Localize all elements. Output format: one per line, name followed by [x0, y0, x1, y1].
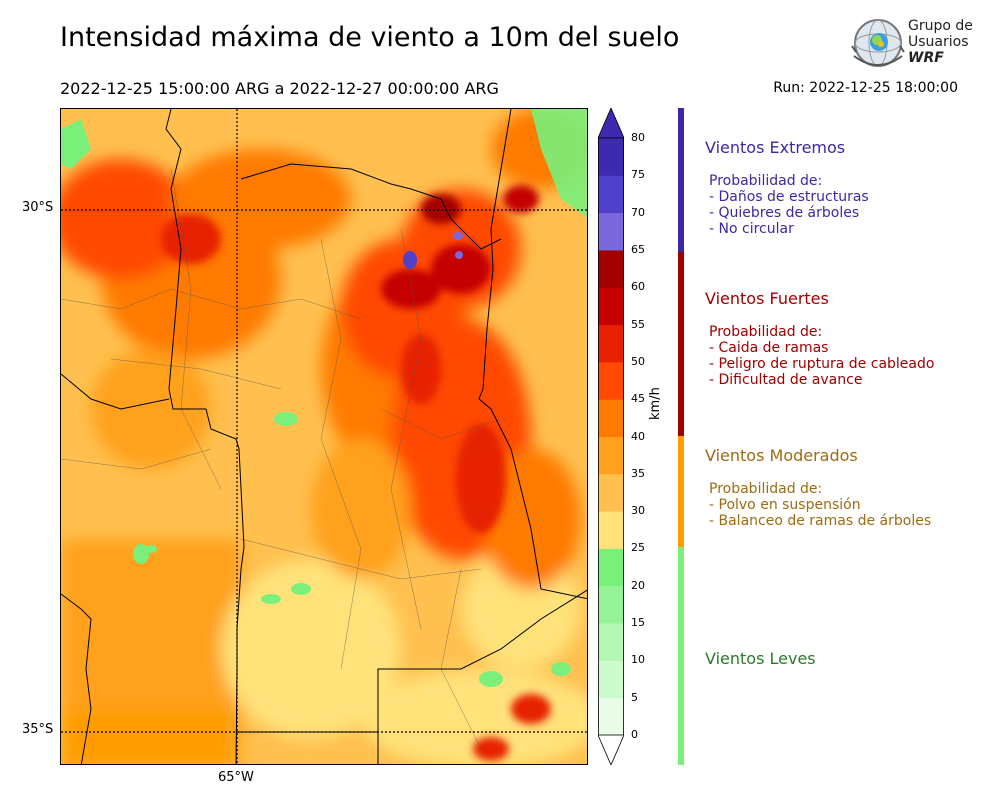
colorbar-segment — [598, 697, 624, 736]
wind-patches — [61, 109, 587, 764]
colorbar — [598, 108, 624, 765]
colorbar-tick-label: 30 — [631, 504, 645, 518]
category-desc-line: Probabilidad de: — [709, 173, 823, 189]
light-wind-patches — [61, 109, 587, 687]
run-time: Run: 2022-12-25 18:00:00 — [773, 80, 958, 96]
colorbar-tick-label: 65 — [631, 242, 645, 256]
colorbar-tick-label: 15 — [631, 616, 645, 630]
colorbar-tick-label: 75 — [631, 168, 645, 182]
category-desc-line: - Daños de estructuras — [709, 189, 869, 205]
colorbar-segment — [598, 623, 624, 661]
logo-line-2: Usuarios — [908, 34, 969, 50]
colorbar-tick-label: 55 — [631, 317, 645, 331]
category-extremos: Vientos Extremos Probabilidad de: - Daño… — [705, 138, 995, 237]
colorbar-tick-label: 80 — [631, 131, 645, 144]
category-bar-leves — [678, 547, 684, 765]
colorbar-segment — [598, 548, 624, 587]
colorbar-segment — [598, 473, 624, 512]
colorbar-extend-low — [598, 734, 624, 765]
forecast-period: 2022-12-25 15:00:00 ARG a 2022-12-27 00:… — [60, 79, 499, 98]
logo-line-1: Grupo de — [908, 18, 973, 34]
colorbar-tick-label: 35 — [631, 466, 645, 480]
colorbar-segment — [598, 249, 624, 288]
wind-extreme-spots — [403, 232, 463, 269]
category-desc-line: - Caida de ramas — [709, 340, 829, 356]
logo-line-3: WRF — [908, 50, 944, 66]
category-desc-line: Probabilidad de: — [709, 481, 823, 497]
colorbar-segment — [598, 511, 624, 549]
wind-strong-cores — [161, 185, 551, 761]
category-desc-line: - No circular — [709, 221, 794, 237]
colorbar-tick-label: 5 — [631, 690, 638, 704]
department-borders — [61, 168, 502, 750]
colorbar-tick-label: 60 — [631, 280, 645, 294]
category-desc-line: - Dificultad de avance — [709, 372, 863, 388]
colorbar-tick-label: 45 — [631, 392, 645, 406]
category-fuertes: Vientos Fuertes Probabilidad de: - Caida… — [705, 289, 995, 388]
colorbar-segment — [598, 585, 624, 624]
colorbar-frame — [598, 137, 624, 736]
colorbar-segment — [598, 138, 624, 176]
category-leves: Vientos Leves — [705, 649, 995, 668]
colorbar-extend-high — [598, 108, 624, 139]
category-desc-line: - Polvo en suspensión — [709, 497, 861, 513]
lat-label-30s: 30°S — [22, 200, 54, 215]
graticule — [61, 109, 587, 764]
colorbar-tick-label: 70 — [631, 205, 645, 219]
wind-field-svg — [61, 109, 587, 764]
colorbar-tick-label: 50 — [631, 354, 645, 368]
wrf-logo: Grupo de Usuarios WRF — [848, 16, 973, 72]
colorbar-segment — [598, 287, 624, 326]
colorbar-segment — [598, 175, 624, 214]
colorbar-tick-label: 0 — [631, 728, 638, 741]
colorbar-segment — [598, 361, 624, 400]
category-title: Vientos Moderados — [705, 446, 858, 465]
globe-logo-icon — [851, 19, 905, 67]
colorbar-segment — [598, 212, 624, 251]
page-title: Intensidad máxima de viento a 10m del su… — [60, 22, 680, 53]
colorbar-segment — [598, 399, 624, 437]
category-title: Vientos Fuertes — [705, 289, 829, 308]
colorbar-unit: km/h — [648, 387, 663, 420]
category-bar-extremos — [678, 108, 684, 252]
colorbar-tick-label: 25 — [631, 541, 645, 555]
category-desc-line: - Peligro de ruptura de cableado — [709, 356, 935, 372]
colorbar-segment — [598, 660, 624, 699]
colorbar-segment — [598, 324, 624, 363]
category-moderados: Vientos Moderados Probabilidad de: - Pol… — [705, 446, 995, 529]
category-desc-line: - Quiebres de árboles — [709, 205, 860, 221]
colorbar-tick-label: 20 — [631, 578, 645, 592]
category-desc-line: Probabilidad de: — [709, 324, 823, 340]
colorbar-tick-label: 10 — [631, 653, 645, 667]
lat-label-35s: 35°S — [22, 722, 54, 737]
category-bar-fuertes — [678, 252, 684, 436]
lon-label-65w: 65°W — [218, 770, 254, 785]
colorbar-segment — [598, 436, 624, 475]
category-desc-line: - Balanceo de ramas de árboles — [709, 513, 932, 529]
category-bar-moderados — [678, 436, 684, 547]
category-title: Vientos Extremos — [705, 138, 846, 157]
wind-map — [60, 108, 588, 765]
colorbar-tick-label: 40 — [631, 429, 645, 443]
category-title: Vientos Leves — [705, 649, 816, 668]
